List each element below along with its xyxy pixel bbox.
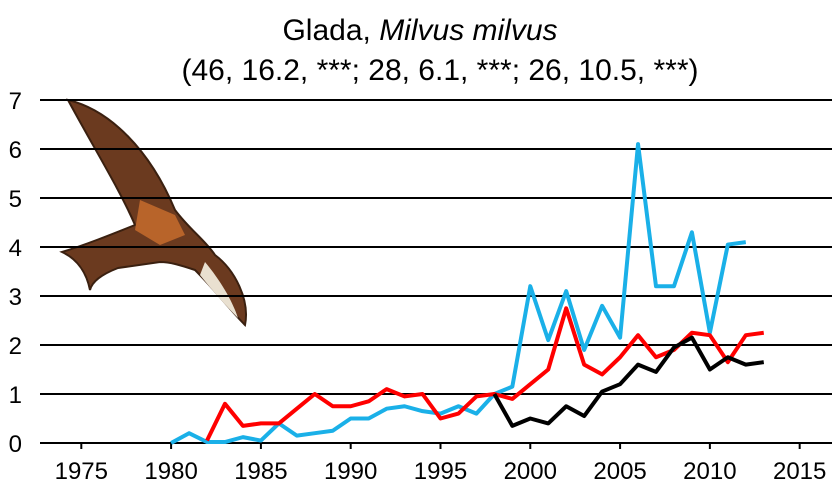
series-line <box>205 306 765 442</box>
y-tick-label: 5 <box>9 186 22 213</box>
bird-illustration <box>59 98 247 328</box>
x-tick-label: 1985 <box>234 458 287 485</box>
chart-subtitle: (46, 16.2, ***; 28, 6.1, ***; 26, 10.5, … <box>181 54 698 87</box>
y-tick-label: 6 <box>9 137 22 164</box>
x-tick-label: 1990 <box>324 458 377 485</box>
x-tick-label: 2015 <box>773 458 826 485</box>
y-tick-label: 1 <box>9 382 22 409</box>
series-line <box>492 335 765 428</box>
x-tick-label: 1980 <box>144 458 197 485</box>
title-scientific: Milvus milvus <box>379 14 557 47</box>
y-tick-label: 3 <box>9 284 22 311</box>
x-tick-label: 1995 <box>414 458 467 485</box>
title-common: Glada, <box>282 14 370 47</box>
chart-title: Glada, Milvus milvus <box>282 14 557 47</box>
series-line <box>170 142 747 445</box>
x-tick-label: 1975 <box>55 458 108 485</box>
y-tick-label: 7 <box>9 88 22 115</box>
x-tick-label: 2000 <box>504 458 557 485</box>
y-tick-label: 4 <box>9 235 22 262</box>
y-tick-label: 2 <box>9 333 22 360</box>
x-tick-label: 2010 <box>683 458 736 485</box>
y-tick-label: 0 <box>9 431 22 458</box>
x-tick-label: 2005 <box>593 458 646 485</box>
